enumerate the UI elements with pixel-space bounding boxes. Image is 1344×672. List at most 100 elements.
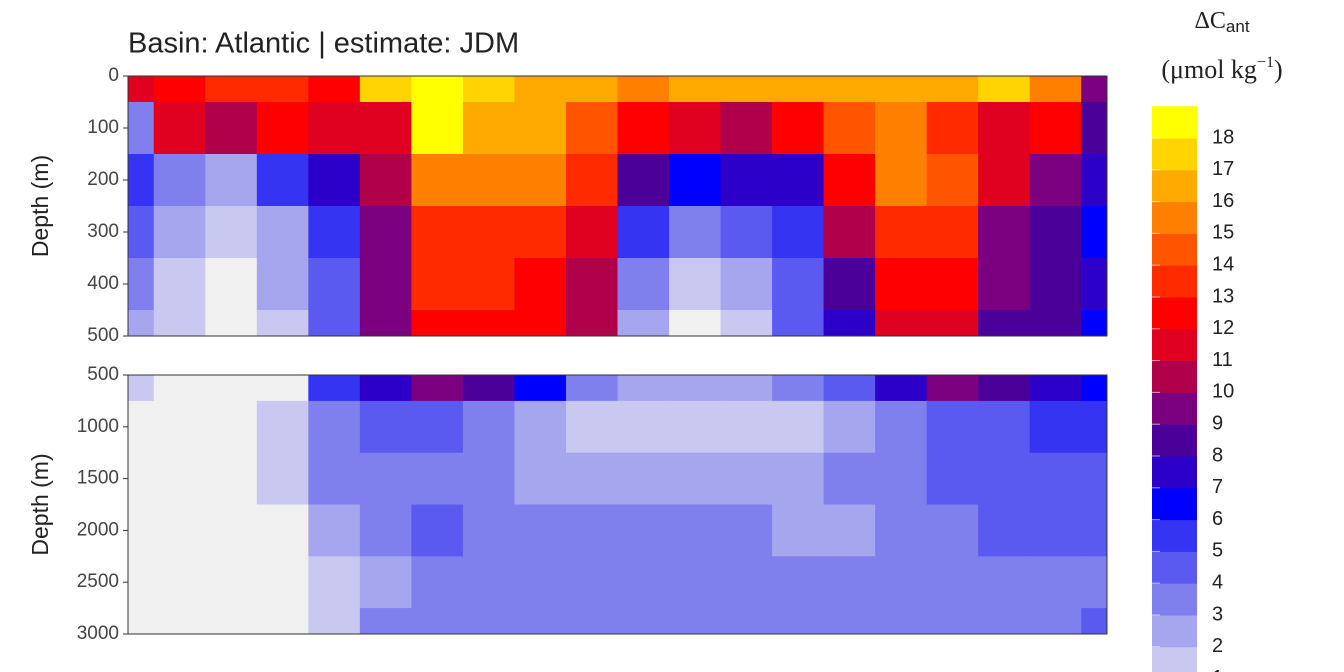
panel-frame (127, 75, 1108, 337)
contour-cell (823, 608, 876, 635)
contour-cell (978, 102, 1031, 155)
contour-cell (308, 258, 361, 311)
colorbar-band (1152, 360, 1197, 393)
colorbar-band (1152, 106, 1197, 139)
contour-cell (153, 400, 206, 454)
y-tick-label: 100 (87, 117, 119, 138)
contour-cell (462, 452, 515, 505)
contour-cell (256, 608, 309, 635)
contour-cell (772, 375, 825, 402)
colorbar-band (1152, 551, 1197, 584)
contour-cell (772, 154, 825, 207)
contour-cell (359, 102, 412, 155)
contour-cell (411, 608, 464, 635)
contour-cell (617, 556, 670, 609)
colorbar-band (1152, 265, 1197, 298)
chart-title: Basin: Atlantic | estimate: JDM (128, 28, 519, 60)
contour-cell (308, 102, 361, 155)
contour-cell (875, 504, 928, 557)
contour-cell (256, 154, 309, 207)
colorbar-band (1152, 456, 1197, 489)
contour-cell (823, 102, 876, 155)
contour-cell (256, 206, 309, 259)
contour-cell (411, 154, 464, 207)
contour-cell (772, 452, 825, 505)
contour-cell (823, 400, 876, 454)
colorbar-title: ΔCant (1194, 8, 1249, 37)
contour-cell (669, 375, 722, 402)
contour-cell (256, 375, 309, 402)
contour-cell (875, 400, 928, 454)
contour-cell (617, 504, 670, 557)
colorbar-band (1152, 424, 1197, 457)
contour-cell (411, 258, 464, 311)
contour-cell (462, 504, 515, 557)
contour-cell (823, 258, 876, 311)
contour-cell (617, 102, 670, 155)
contour-cell (617, 310, 670, 337)
contour-cell (153, 556, 206, 609)
contour-cell (1029, 608, 1082, 635)
contour-cell (256, 258, 309, 311)
contour-cell (1081, 310, 1108, 337)
contour-cell (514, 556, 567, 609)
contour-cell (462, 154, 515, 207)
contour-cell (359, 206, 412, 259)
contour-cell (308, 452, 361, 505)
contour-cell (359, 375, 412, 402)
contour-cell (875, 76, 928, 103)
contour-cell (128, 206, 155, 259)
contour-cell (720, 504, 773, 557)
contour-cell (772, 258, 825, 311)
contour-cell (978, 556, 1031, 609)
contour-cell (128, 375, 155, 402)
contour-cell (153, 102, 206, 155)
contour-cell (128, 400, 155, 454)
colorbar-label: 10 (1212, 381, 1234, 403)
contour-cell (462, 76, 515, 103)
contour-cell (926, 102, 979, 155)
contour-cell (565, 400, 618, 454)
contour-cell (565, 556, 618, 609)
contour-cell (772, 504, 825, 557)
y-tick-label: 300 (87, 221, 119, 242)
contour-cell (720, 310, 773, 337)
contour-cell (617, 258, 670, 311)
contour-cell (1081, 608, 1108, 635)
contour-cell (875, 102, 928, 155)
contour-cell (359, 452, 412, 505)
contour-cell (514, 608, 567, 635)
contour-cell (205, 504, 258, 557)
contour-cell (205, 375, 258, 402)
contour-cell (720, 375, 773, 402)
contour-cell (823, 556, 876, 609)
contour-cell (514, 102, 567, 155)
colorbar-band (1152, 201, 1197, 234)
colorbar-unit-main: (μmol kg (1161, 55, 1257, 84)
colorbar-band (1152, 615, 1197, 648)
contour-cell (720, 608, 773, 635)
contour-cell (514, 452, 567, 505)
contour-cell (128, 504, 155, 557)
contour-cell (1081, 206, 1108, 259)
colorbar-band (1152, 169, 1197, 203)
contour-cell (669, 504, 722, 557)
contour-cell (565, 258, 618, 311)
colorbar-label: 11 (1212, 349, 1233, 371)
colorbar-unit-end: ) (1274, 55, 1283, 84)
contour-cell (256, 76, 309, 103)
contour-cell (1081, 102, 1108, 155)
contour-cell (205, 310, 258, 337)
contour-cell (926, 375, 979, 402)
contour-cell (720, 452, 773, 505)
contour-cell (926, 400, 979, 454)
colorbar-band (1152, 487, 1197, 521)
contour-cell (514, 206, 567, 259)
colorbar-label: 8 (1212, 444, 1223, 466)
contour-cell (462, 608, 515, 635)
contour-cell (462, 556, 515, 609)
contour-cell (617, 452, 670, 505)
contour-cell (462, 375, 515, 402)
contour-cell (1081, 154, 1108, 207)
